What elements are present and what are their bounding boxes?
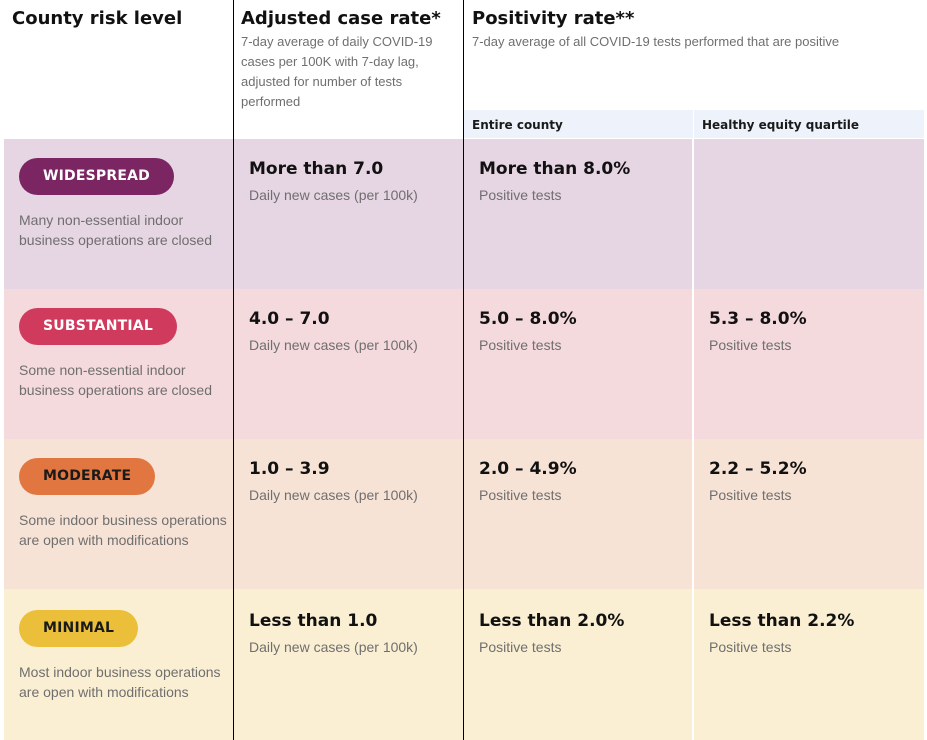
tier-description: Some indoor business operations are open…	[19, 512, 227, 548]
county-positivity-value: More than 8.0%	[479, 159, 631, 179]
equity-positivity-cell	[694, 139, 924, 289]
equity-quartile-header: Healthy equity quartile	[694, 110, 924, 138]
county-positivity-cell: 2.0 – 4.9% Positive tests	[464, 439, 694, 589]
equity-positivity-cell: Less than 2.2% Positive tests	[694, 589, 924, 739]
county-positivity-unit: Positive tests	[479, 337, 562, 353]
county-positivity-cell: More than 8.0% Positive tests	[464, 139, 694, 289]
case-rate-cell: Less than 1.0 Daily new cases (per 100k)	[234, 589, 464, 739]
case-rate-unit: Daily new cases (per 100k)	[249, 337, 418, 353]
tier-badge: MINIMAL	[19, 610, 139, 647]
case-rate-value: 1.0 – 3.9	[249, 459, 330, 479]
county-positivity-unit: Positive tests	[479, 487, 562, 503]
case-rate-unit: Daily new cases (per 100k)	[249, 187, 418, 203]
risk-level-title: County risk level	[12, 8, 183, 29]
equity-positivity-value: Less than 2.2%	[709, 611, 855, 631]
tier-badge: MODERATE	[19, 458, 156, 495]
risk-level-header: County risk level	[12, 8, 182, 29]
county-positivity-value: 2.0 – 4.9%	[479, 459, 577, 479]
tier-badge: SUBSTANTIAL	[19, 308, 177, 345]
case-rate-value: Less than 1.0	[249, 611, 378, 631]
risk-cell: SUBSTANTIAL Some non-essential indoor bu…	[4, 289, 233, 439]
case-rate-cell: More than 7.0 Daily new cases (per 100k)	[234, 139, 464, 289]
entire-county-header: Entire county	[464, 110, 693, 138]
column-divider	[233, 0, 234, 740]
equity-positivity-unit: Positive tests	[709, 487, 792, 503]
tier-description: Most indoor business operations are open…	[19, 664, 221, 700]
column-divider	[463, 0, 464, 740]
risk-cell: WIDESPREAD Many non-essential indoor bus…	[4, 139, 233, 289]
equity-positivity-cell: 5.3 – 8.0% Positive tests	[694, 289, 924, 439]
county-positivity-value: Less than 2.0%	[479, 611, 625, 631]
case-rate-unit: Daily new cases (per 100k)	[249, 487, 418, 503]
tier-row-substantial: SUBSTANTIAL Some non-essential indoor bu…	[4, 289, 924, 439]
county-positivity-unit: Positive tests	[479, 187, 562, 203]
tier-badge: WIDESPREAD	[19, 158, 174, 195]
county-positivity-cell: 5.0 – 8.0% Positive tests	[464, 289, 694, 439]
equity-positivity-cell: 2.2 – 5.2% Positive tests	[694, 439, 924, 589]
case-rate-value: More than 7.0	[249, 159, 384, 179]
tier-description: Many non-essential indoor business opera…	[19, 212, 213, 248]
case-rate-cell: 4.0 – 7.0 Daily new cases (per 100k)	[234, 289, 464, 439]
case-rate-value: 4.0 – 7.0	[249, 309, 330, 329]
tier-row-minimal: MINIMAL Most indoor business operations …	[4, 589, 924, 740]
tier-row-widespread: WIDESPREAD Many non-essential indoor bus…	[4, 139, 924, 289]
risk-cell: MINIMAL Most indoor business operations …	[4, 589, 233, 739]
equity-positivity-value: 5.3 – 8.0%	[709, 309, 807, 329]
county-positivity-value: 5.0 – 8.0%	[479, 309, 577, 329]
case-rate-cell: 1.0 – 3.9 Daily new cases (per 100k)	[234, 439, 464, 589]
equity-positivity-unit: Positive tests	[709, 639, 792, 655]
positivity-title: Positivity rate**	[472, 8, 635, 29]
positivity-subtitle: 7-day average of all COVID-19 tests perf…	[472, 34, 840, 49]
tier-row-moderate: MODERATE Some indoor business operations…	[4, 439, 924, 589]
equity-positivity-unit: Positive tests	[709, 337, 792, 353]
column-divider	[692, 139, 694, 740]
county-positivity-unit: Positive tests	[479, 639, 562, 655]
tier-description: Some non-essential indoor business opera…	[19, 362, 213, 398]
case-rate-title: Adjusted case rate*	[241, 8, 441, 29]
risk-cell: MODERATE Some indoor business operations…	[4, 439, 233, 589]
case-rate-unit: Daily new cases (per 100k)	[249, 639, 418, 655]
equity-positivity-value: 2.2 – 5.2%	[709, 459, 807, 479]
county-positivity-cell: Less than 2.0% Positive tests	[464, 589, 694, 739]
case-rate-header: Adjusted case rate* 7-day average of dai…	[241, 8, 451, 112]
positivity-header: Positivity rate** 7-day average of all C…	[472, 8, 912, 52]
case-rate-subtitle: 7-day average of daily COVID-19 cases pe…	[241, 34, 433, 109]
